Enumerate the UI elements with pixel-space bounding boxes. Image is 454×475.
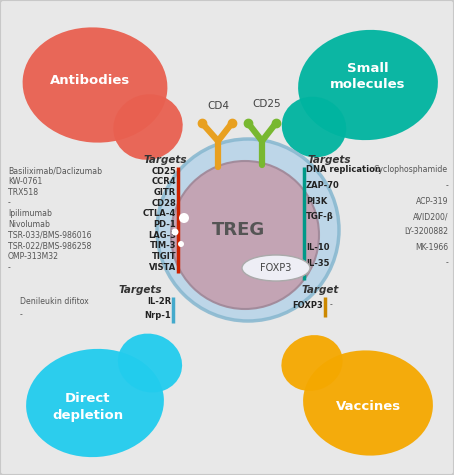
- Ellipse shape: [171, 161, 319, 309]
- Text: TRX518: TRX518: [8, 188, 38, 197]
- Text: Direct
depletion: Direct depletion: [53, 392, 123, 421]
- Text: IL-2R: IL-2R: [147, 296, 171, 305]
- Text: Target: Target: [302, 285, 340, 295]
- Text: -: -: [445, 258, 448, 267]
- Text: -: -: [8, 199, 11, 208]
- Text: -: -: [445, 181, 448, 190]
- Ellipse shape: [282, 97, 346, 157]
- Text: Targets: Targets: [143, 155, 187, 165]
- Circle shape: [179, 213, 189, 223]
- Ellipse shape: [242, 255, 310, 281]
- Ellipse shape: [281, 335, 343, 391]
- Text: -: -: [330, 301, 333, 310]
- Text: CD4: CD4: [207, 101, 229, 111]
- Text: Targets: Targets: [308, 155, 351, 165]
- Ellipse shape: [118, 333, 182, 392]
- Text: FOXP3: FOXP3: [260, 263, 291, 273]
- Text: Denileukin difitox: Denileukin difitox: [20, 296, 89, 305]
- Text: Nivolumab: Nivolumab: [8, 220, 50, 229]
- Text: Targets: Targets: [118, 285, 162, 295]
- Ellipse shape: [114, 94, 183, 160]
- Text: DNA replication: DNA replication: [306, 165, 381, 174]
- Text: TSR-022/BMS-986258: TSR-022/BMS-986258: [8, 241, 91, 250]
- Text: GITR: GITR: [154, 188, 176, 197]
- Circle shape: [178, 241, 184, 247]
- Text: Antibodies: Antibodies: [50, 74, 130, 86]
- Text: MK-1966: MK-1966: [415, 243, 448, 252]
- Text: CD25: CD25: [253, 99, 281, 109]
- Text: VISTA: VISTA: [149, 263, 176, 272]
- Text: Vaccines: Vaccines: [336, 400, 400, 414]
- Text: Basiliximab/Daclizumab: Basiliximab/Daclizumab: [8, 167, 102, 175]
- Text: TIGIT: TIGIT: [151, 252, 176, 261]
- Text: CD25: CD25: [151, 167, 176, 175]
- Circle shape: [172, 228, 178, 236]
- Text: -: -: [20, 311, 23, 320]
- Text: CCR4: CCR4: [151, 177, 176, 186]
- Text: LY-3200882: LY-3200882: [404, 228, 448, 237]
- Text: IL-35: IL-35: [306, 258, 330, 267]
- Text: TIM-3: TIM-3: [149, 241, 176, 250]
- Text: CTLA-4: CTLA-4: [143, 209, 176, 218]
- Text: Small
molecules: Small molecules: [330, 63, 406, 92]
- Text: LAG-3: LAG-3: [148, 231, 176, 240]
- Ellipse shape: [303, 351, 433, 456]
- Text: ACP-319: ACP-319: [415, 197, 448, 206]
- Text: Ipilimumab: Ipilimumab: [8, 209, 52, 218]
- Ellipse shape: [157, 139, 339, 321]
- Text: Cyclophosphamide: Cyclophosphamide: [374, 165, 448, 174]
- Text: -: -: [8, 263, 11, 272]
- Text: CD28: CD28: [151, 199, 176, 208]
- Text: TGF-β: TGF-β: [306, 212, 334, 221]
- Text: PD-1: PD-1: [153, 220, 176, 229]
- Text: TSR-033/BMS-986016: TSR-033/BMS-986016: [8, 231, 92, 240]
- Ellipse shape: [23, 28, 168, 142]
- Text: AVID200/: AVID200/: [413, 212, 448, 221]
- Text: PI3K: PI3K: [306, 197, 327, 206]
- Text: OMP-313M32: OMP-313M32: [8, 252, 59, 261]
- Text: IL-10: IL-10: [306, 243, 330, 252]
- Ellipse shape: [298, 30, 438, 140]
- Ellipse shape: [26, 349, 164, 457]
- Text: ZAP-70: ZAP-70: [306, 181, 340, 190]
- Text: KW-0761: KW-0761: [8, 177, 42, 186]
- Text: Nrp-1: Nrp-1: [144, 311, 171, 320]
- Text: TREG: TREG: [212, 221, 265, 239]
- Text: FOXP3: FOXP3: [292, 301, 323, 310]
